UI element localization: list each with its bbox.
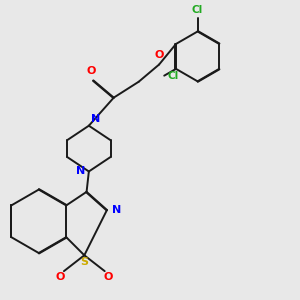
Text: O: O (154, 50, 164, 60)
Text: N: N (91, 114, 101, 124)
Text: O: O (56, 272, 65, 282)
Text: N: N (76, 167, 85, 176)
Text: N: N (112, 205, 122, 215)
Text: S: S (80, 256, 88, 267)
Text: O: O (86, 66, 96, 76)
Text: Cl: Cl (192, 5, 203, 15)
Text: Cl: Cl (168, 71, 179, 81)
Text: O: O (103, 272, 113, 282)
